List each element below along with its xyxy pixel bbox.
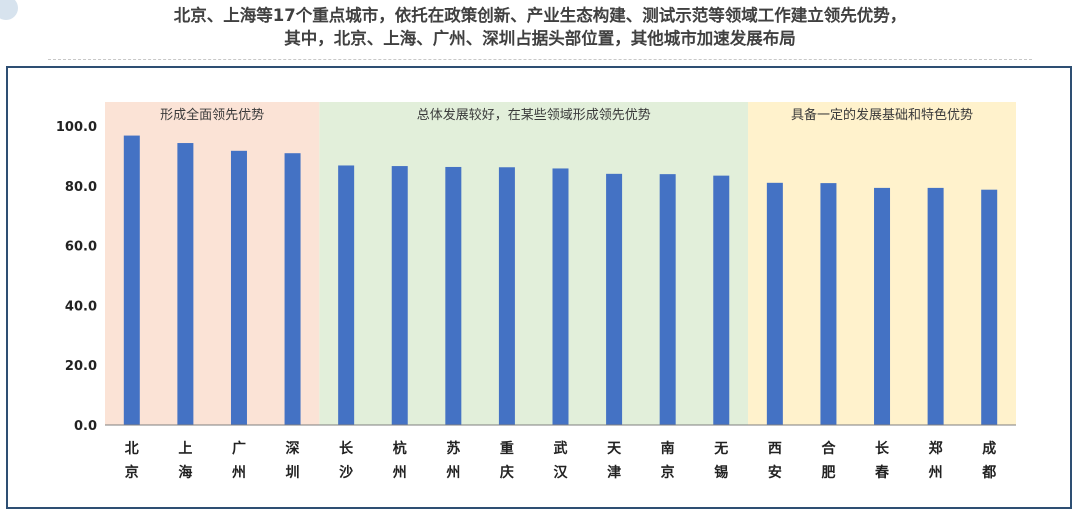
band-label-2: 具备一定的发展基础和特色优势	[791, 107, 973, 123]
bar-10	[659, 174, 676, 425]
y-tick-label: 40.0	[65, 299, 97, 314]
x-tick-label: 南京	[661, 440, 675, 481]
band-1	[319, 102, 749, 425]
x-tick-label: 天津	[607, 441, 622, 481]
x-tick-label: 武汉	[554, 440, 569, 481]
title-line-1: 北京、上海等17个重点城市，依托在政策创新、产业生态构建、测试示范等领域工作建立…	[173, 6, 907, 25]
bar-5	[391, 166, 408, 425]
bar-9	[606, 173, 623, 425]
y-tick-label: 20.0	[65, 359, 97, 374]
title-divider	[48, 59, 1032, 60]
bar-11	[713, 175, 730, 425]
x-tick-label: 北京	[125, 441, 139, 481]
x-tick-label: 西安	[768, 441, 782, 481]
bar-2	[230, 150, 247, 425]
band-0	[105, 102, 320, 425]
x-tick-label: 成都	[981, 440, 996, 481]
bar-6	[445, 166, 462, 425]
chart-title: 北京、上海等17个重点城市，依托在政策创新、产业生态构建、测试示范等领域工作建立…	[0, 4, 1080, 50]
x-tick-label: 苏州	[445, 440, 460, 481]
x-tick-label: 杭州	[392, 440, 407, 481]
band-label-1: 总体发展较好，在某些领域形成领先优势	[417, 107, 651, 123]
x-tick-label: 郑州	[928, 440, 943, 481]
x-tick-label: 长春	[874, 440, 890, 481]
bar-16	[981, 189, 998, 425]
chart-frame: 形成全面领先优势 总体发展较好，在某些领域形成领先优势 具备一定的发展基础和特色优势…	[6, 66, 1072, 509]
y-tick-label: 0.0	[74, 419, 97, 434]
bar-0	[123, 135, 140, 425]
bar-chart: 形成全面领先优势 总体发展较好，在某些领域形成领先优势 具备一定的发展基础和特色优势…	[56, 102, 1016, 481]
bar-4	[338, 165, 355, 425]
y-tick-label: 80.0	[65, 180, 97, 195]
bar-14	[874, 187, 891, 425]
y-tick-label: 60.0	[65, 240, 97, 255]
bar-12	[766, 182, 783, 425]
x-tick-label: 广州	[231, 440, 246, 481]
x-tick-label: 合肥	[821, 440, 836, 481]
x-tick-label: 无锡	[713, 441, 728, 481]
band-label-0: 形成全面领先优势	[160, 107, 264, 123]
bar-7	[498, 167, 515, 425]
corner-decoration	[0, 0, 18, 20]
y-tick-label: 100.0	[56, 120, 97, 135]
x-tick-label: 长沙	[339, 440, 354, 481]
bar-15	[927, 187, 944, 425]
bar-13	[820, 183, 837, 425]
x-tick-label: 上海	[178, 441, 192, 481]
bar-3	[284, 153, 301, 426]
title-line-2: 其中，北京、上海、广州、深圳占据头部位置，其他城市加速发展布局	[284, 29, 796, 48]
bar-1	[177, 143, 194, 425]
bar-8	[552, 168, 569, 425]
x-tick-label: 重庆	[500, 440, 514, 481]
x-tick-label: 深圳	[286, 440, 300, 481]
